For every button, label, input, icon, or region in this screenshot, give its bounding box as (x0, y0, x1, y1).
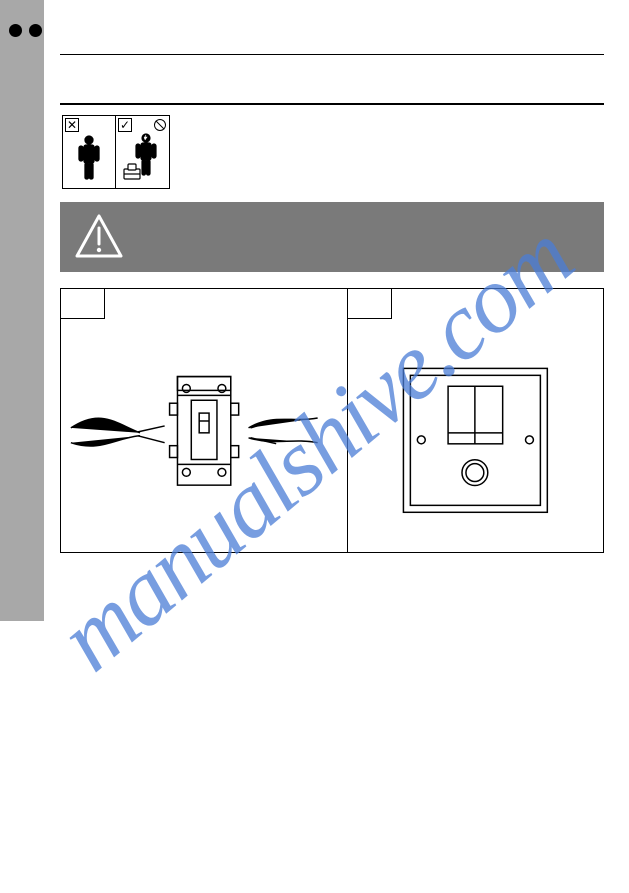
step-number-box (61, 289, 105, 319)
pictogram-electrician (116, 116, 169, 188)
diagram-step-2 (348, 289, 603, 552)
diagram-panel (60, 288, 604, 553)
sidebar-bar (0, 0, 44, 621)
dot (9, 24, 22, 37)
warning-banner (60, 202, 604, 272)
wall-plate-icon (348, 289, 603, 552)
warning-icon (74, 212, 124, 262)
rule-line (60, 54, 604, 55)
pictogram-no-user (63, 116, 116, 188)
step-number-box (348, 289, 392, 319)
dot (29, 24, 42, 37)
rule-line (60, 103, 604, 105)
check-icon (118, 118, 132, 132)
diagram-step-1 (61, 289, 348, 552)
page-indicator-dots (9, 24, 42, 37)
pictogram-strip (62, 115, 170, 189)
breaker-wiring-icon (61, 289, 347, 552)
cross-icon (65, 118, 79, 132)
restriction-icon (154, 119, 166, 131)
